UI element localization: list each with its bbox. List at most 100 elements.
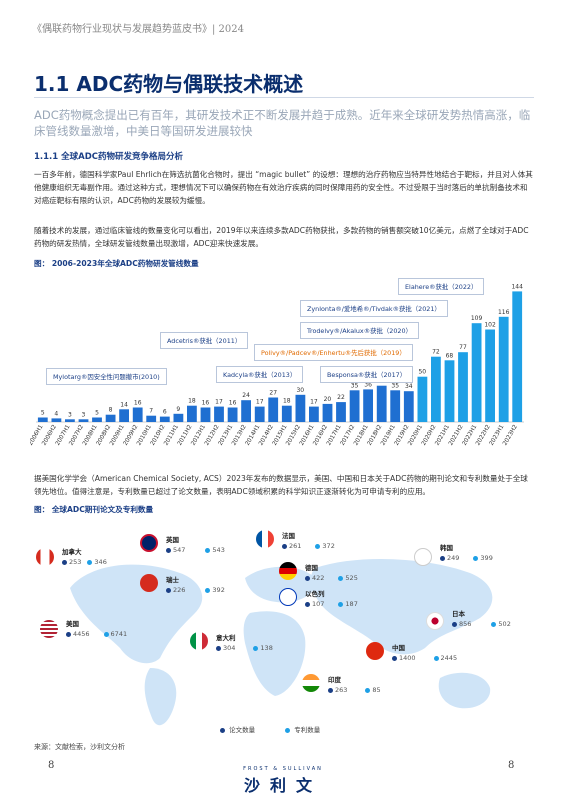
bar-2009H1: [119, 409, 129, 422]
pipeline-chart: 5 2006H1 4 2006H2 3 2007H1 3 2007H2 5 2008H1 8 2008…: [28, 270, 530, 470]
bar-2017H1: [336, 402, 346, 422]
country-italy: 意大利 304 138: [190, 632, 273, 652]
country-name: 意大利: [216, 634, 236, 642]
uk-flag-icon: [140, 534, 158, 552]
country-name: 加拿大: [62, 548, 82, 556]
country-name: 日本: [452, 610, 465, 618]
patents-legend-dot: [285, 727, 291, 733]
bar-value-label: 9: [176, 406, 180, 413]
milestone-annotation: Polivy®/Padcev®/Enhertu®先后获批（2019）: [254, 344, 413, 361]
country-uk: 英国 547 543: [140, 534, 225, 554]
bar-value-label: 35: [391, 382, 399, 389]
bar-2008H2: [105, 414, 116, 422]
patents-count: 346: [94, 558, 107, 566]
bar-2012H2: [214, 406, 224, 422]
bar-value-label: 17: [256, 399, 264, 406]
bar-2020H1: [417, 376, 428, 422]
bar-2011H1: [173, 413, 184, 422]
papers-count: 249: [447, 554, 460, 562]
bar-value-label: 7: [149, 408, 153, 415]
milestone-annotation: Trodelvy®/Akalux®获批（2020）: [300, 322, 419, 339]
bar-value-label: 116: [498, 309, 510, 316]
bar-value-label: 16: [202, 400, 210, 407]
usa-flag-icon: [40, 620, 58, 638]
bar-2011H2: [187, 405, 197, 422]
bar-value-label: 68: [446, 352, 454, 359]
bar-value-label: 17: [215, 399, 223, 406]
frost-sullivan-logo: FROST & SULLIVAN 沙利文: [218, 766, 348, 796]
country-switzerland: 瑞士 226 392: [140, 574, 225, 594]
bar-2013H1: [227, 407, 238, 422]
bar-value-label: 3: [68, 411, 72, 418]
papers-count: 261: [289, 542, 302, 550]
bar-2007H1: [65, 419, 75, 422]
country-name: 美国: [66, 620, 79, 628]
bar-value-label: 22: [337, 394, 345, 401]
figure1-caption: 图： 2006-2023年全球ADC药物研发管线数量: [34, 259, 199, 268]
patents-count: 372: [322, 542, 335, 550]
germany-flag-icon: [279, 562, 297, 580]
bar-value-label: 14: [120, 401, 128, 408]
bar-2009H2: [132, 407, 143, 422]
papers-count: 226: [173, 586, 186, 594]
patents-count: 2445: [440, 654, 458, 662]
papers-legend-dot: [220, 727, 225, 733]
page-subtitle: ADC药物概念提出已有百年，其研发技术正不断发展并趋于成熟。近年来全球研发势热情…: [34, 108, 531, 138]
bar-value-label: 16: [134, 400, 142, 407]
bar-value-label: 34: [405, 383, 413, 390]
logo-english: FROST & SULLIVAN: [243, 766, 323, 772]
papers-count: 263: [335, 686, 348, 694]
patents-count: 138: [260, 644, 273, 652]
page-number-right: 8: [508, 760, 515, 771]
bar-value-label: 102: [484, 322, 496, 329]
bar-value-label: 27: [269, 390, 277, 397]
bar-2012H1: [200, 407, 211, 422]
patents-count: 6741: [110, 630, 128, 638]
patents-count: 525: [345, 574, 358, 582]
country-name: 韩国: [440, 544, 453, 552]
milestone-annotation: Mylotarg®因安全性问题撤市(2010): [46, 368, 167, 385]
country-name: 印度: [328, 676, 341, 684]
milestone-annotation: Zynlonta®/爱地希®/Tivdak®获批（2021）: [300, 300, 448, 317]
patents-count: 85: [372, 686, 381, 694]
paragraph-acs: 据美国化学学会（American Chemical Society, ACS）2…: [34, 474, 528, 497]
map-legend: 论文数量 专利数量: [220, 724, 320, 734]
patents-count: 543: [212, 546, 225, 554]
japan-flag-icon: [426, 612, 444, 630]
bar-2016H2: [322, 403, 333, 422]
bar-2019H2: [403, 391, 414, 422]
bar-2017H2: [349, 390, 360, 422]
bar-value-label: 17: [310, 399, 318, 406]
papers-count: 4456: [73, 630, 90, 638]
italy-flag-icon: [190, 632, 208, 650]
country-name: 瑞士: [166, 576, 179, 584]
milestone-annotation: Kadcyla®获批（2013）: [216, 366, 304, 383]
country-canada: 加拿大 253 346: [36, 546, 107, 566]
bar-value-label: 4: [54, 410, 58, 417]
bar-value-label: 6: [163, 409, 167, 416]
page-number-left: 8: [48, 760, 55, 771]
china-flag-icon: [366, 642, 384, 660]
bar-value-label: 18: [283, 398, 291, 405]
bar-2020H2: [431, 356, 441, 422]
milestone-annotation: Adcetris®获批（2011）: [160, 332, 249, 349]
country-name: 德国: [305, 564, 318, 572]
bar-2015H2: [295, 394, 306, 422]
bar-value-label: 144: [511, 283, 523, 290]
bar-2016H1: [309, 406, 319, 422]
country-usa: 美国 4456 6741: [40, 618, 128, 638]
country-france: 法国 261 372: [256, 530, 335, 550]
bar-value-label: 8: [109, 407, 113, 414]
papers-count: 107: [312, 600, 325, 608]
title-divider: [34, 97, 534, 98]
bar-value-label: 18: [188, 398, 196, 405]
patents-count: 392: [212, 586, 225, 594]
canada-flag-icon: [36, 548, 54, 566]
korea-flag-icon: [414, 548, 432, 566]
bar-value-label: 77: [459, 344, 467, 351]
papers-count: 253: [69, 558, 82, 566]
bar-value-label: 16: [229, 400, 237, 407]
bar-2006H1: [37, 417, 48, 422]
bar-2014H2: [268, 397, 279, 422]
figure2-caption: 图： 全球ADC期刊论文及专利数量: [34, 505, 154, 514]
